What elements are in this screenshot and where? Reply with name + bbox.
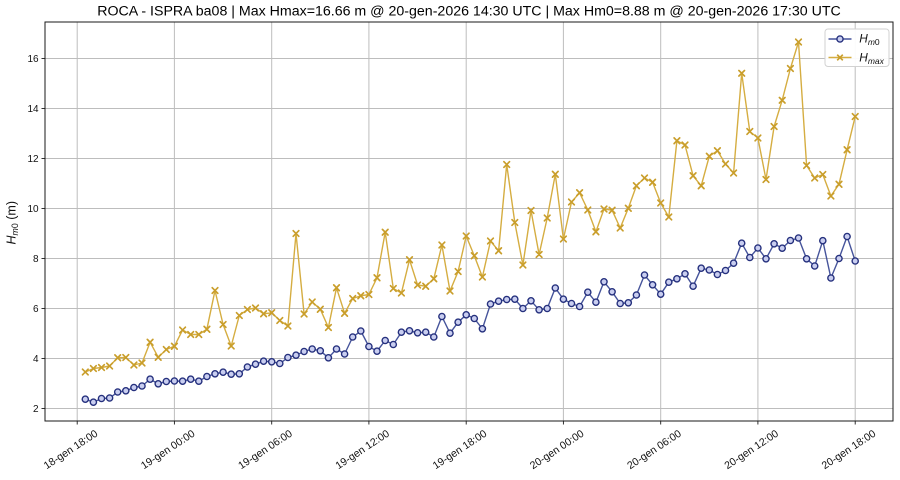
svg-text:14: 14	[27, 104, 39, 115]
svg-text:8: 8	[33, 254, 39, 265]
svg-text:Hmax: Hmax	[859, 50, 884, 66]
svg-text:2: 2	[33, 404, 39, 415]
svg-text:Hm0 (m): Hm0 (m)	[5, 201, 21, 244]
svg-text:6: 6	[33, 304, 39, 315]
svg-text:16: 16	[27, 54, 39, 65]
svg-text:10: 10	[27, 204, 39, 215]
svg-text:4: 4	[33, 354, 39, 365]
svg-text:ROCA - ISPRA ba08 | Max Hmax=1: ROCA - ISPRA ba08 | Max Hmax=16.66 m @ 2…	[97, 4, 841, 20]
svg-text:12: 12	[27, 154, 39, 165]
svg-text:Hm0: Hm0	[859, 32, 880, 48]
